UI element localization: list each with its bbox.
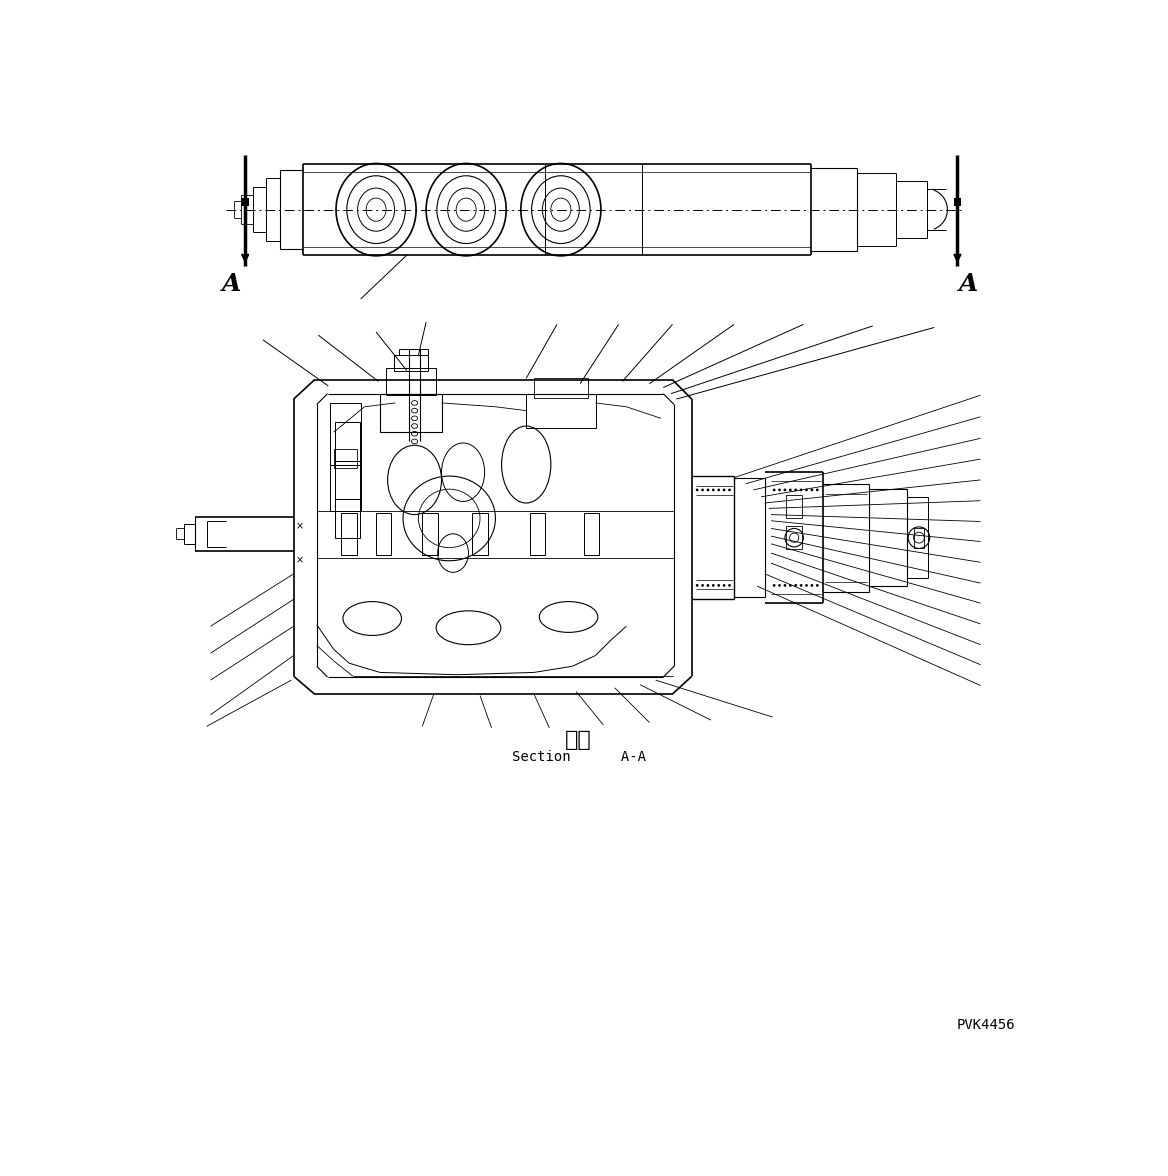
Text: 断面: 断面	[565, 730, 592, 750]
Circle shape	[696, 584, 698, 587]
Bar	[534, 379, 588, 397]
Circle shape	[778, 584, 781, 587]
Circle shape	[712, 488, 715, 492]
Circle shape	[723, 584, 725, 587]
Circle shape	[794, 488, 797, 492]
Circle shape	[788, 488, 792, 492]
Circle shape	[717, 488, 721, 492]
Bar	[913, 528, 924, 548]
Bar	[334, 449, 356, 468]
Bar	[329, 403, 361, 465]
Bar	[380, 394, 442, 432]
Circle shape	[723, 488, 725, 492]
Text: A: A	[222, 272, 242, 295]
Circle shape	[778, 488, 781, 492]
Circle shape	[696, 488, 698, 492]
Text: PVK4456: PVK4456	[957, 1018, 1015, 1033]
Circle shape	[701, 488, 704, 492]
Circle shape	[773, 584, 776, 587]
Bar	[530, 513, 545, 555]
Text: ×: ×	[296, 556, 304, 566]
Bar	[786, 526, 802, 549]
Bar	[527, 394, 596, 428]
Bar	[423, 513, 438, 555]
Text: A: A	[959, 272, 979, 295]
Circle shape	[794, 584, 797, 587]
Bar	[472, 513, 488, 555]
Bar	[335, 422, 360, 461]
Bar	[335, 499, 360, 537]
Circle shape	[816, 584, 819, 587]
Bar	[584, 513, 599, 555]
Circle shape	[811, 488, 813, 492]
Bar	[387, 368, 436, 395]
Bar	[394, 355, 429, 370]
Bar	[786, 495, 802, 519]
Circle shape	[805, 488, 808, 492]
Circle shape	[784, 584, 786, 587]
Circle shape	[800, 488, 802, 492]
Circle shape	[784, 488, 786, 492]
Bar	[341, 513, 356, 555]
Circle shape	[717, 584, 721, 587]
Bar	[242, 198, 249, 206]
Circle shape	[816, 488, 819, 492]
Circle shape	[728, 488, 731, 492]
Circle shape	[712, 584, 715, 587]
Bar	[335, 461, 360, 499]
Bar	[376, 513, 391, 555]
Circle shape	[707, 488, 709, 492]
Circle shape	[707, 584, 709, 587]
Text: ×: ×	[296, 521, 304, 532]
Bar	[329, 465, 361, 510]
Circle shape	[701, 584, 704, 587]
Circle shape	[800, 584, 802, 587]
Circle shape	[805, 584, 808, 587]
Circle shape	[728, 584, 731, 587]
Circle shape	[788, 584, 792, 587]
Circle shape	[773, 488, 776, 492]
Text: Section      A-A: Section A-A	[512, 750, 646, 764]
Circle shape	[811, 584, 813, 587]
Bar	[953, 198, 961, 206]
